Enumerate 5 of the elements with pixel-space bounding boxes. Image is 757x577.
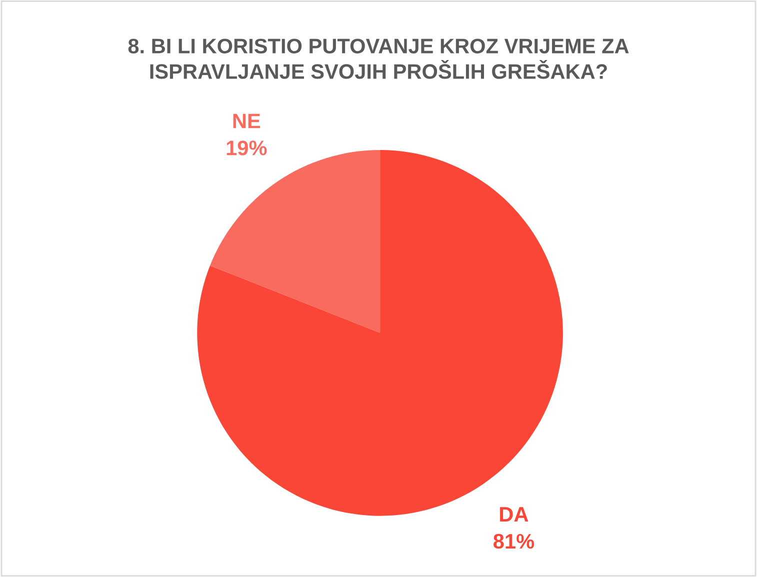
data-label: 81% [494, 534, 534, 549]
slice-label: NE [233, 114, 260, 128]
slice-label: DA [500, 507, 528, 522]
data-label: 19% [226, 140, 267, 156]
chart-title: 8. BI LI KORISTIO PUTOVANJE KROZ VRIJEME ZA ISPRAVLJANJE SVOJIH PROŠLIH GREŠAKA? [128, 38, 629, 79]
